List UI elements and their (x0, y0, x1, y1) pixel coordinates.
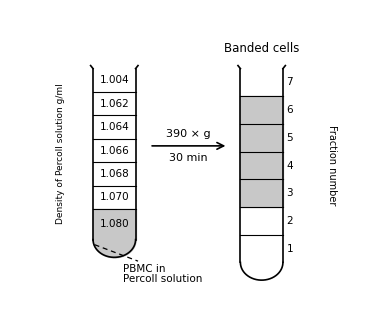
Text: Fraction number: Fraction number (327, 125, 337, 206)
Text: 2: 2 (287, 216, 293, 226)
Text: 1: 1 (287, 243, 293, 254)
Text: 1.070: 1.070 (100, 192, 129, 202)
Text: 1.004: 1.004 (100, 75, 129, 85)
Text: 4: 4 (287, 161, 293, 170)
Text: 1.062: 1.062 (100, 99, 129, 109)
Text: 1.068: 1.068 (100, 169, 129, 179)
Text: 3: 3 (287, 188, 293, 198)
Text: 7: 7 (287, 77, 293, 88)
Text: Percoll solution: Percoll solution (123, 274, 203, 284)
Text: 5: 5 (287, 133, 293, 143)
Text: Banded cells: Banded cells (224, 42, 299, 55)
Text: 390 × g: 390 × g (167, 129, 211, 139)
Text: 1.080: 1.080 (100, 219, 129, 229)
Text: 1.064: 1.064 (100, 122, 129, 132)
Text: 6: 6 (287, 105, 293, 115)
Text: 30 min: 30 min (169, 153, 208, 163)
Text: Density of Percoll solution g/ml: Density of Percoll solution g/ml (56, 84, 65, 224)
Text: PBMC in: PBMC in (123, 264, 166, 274)
Text: 1.066: 1.066 (100, 146, 129, 156)
